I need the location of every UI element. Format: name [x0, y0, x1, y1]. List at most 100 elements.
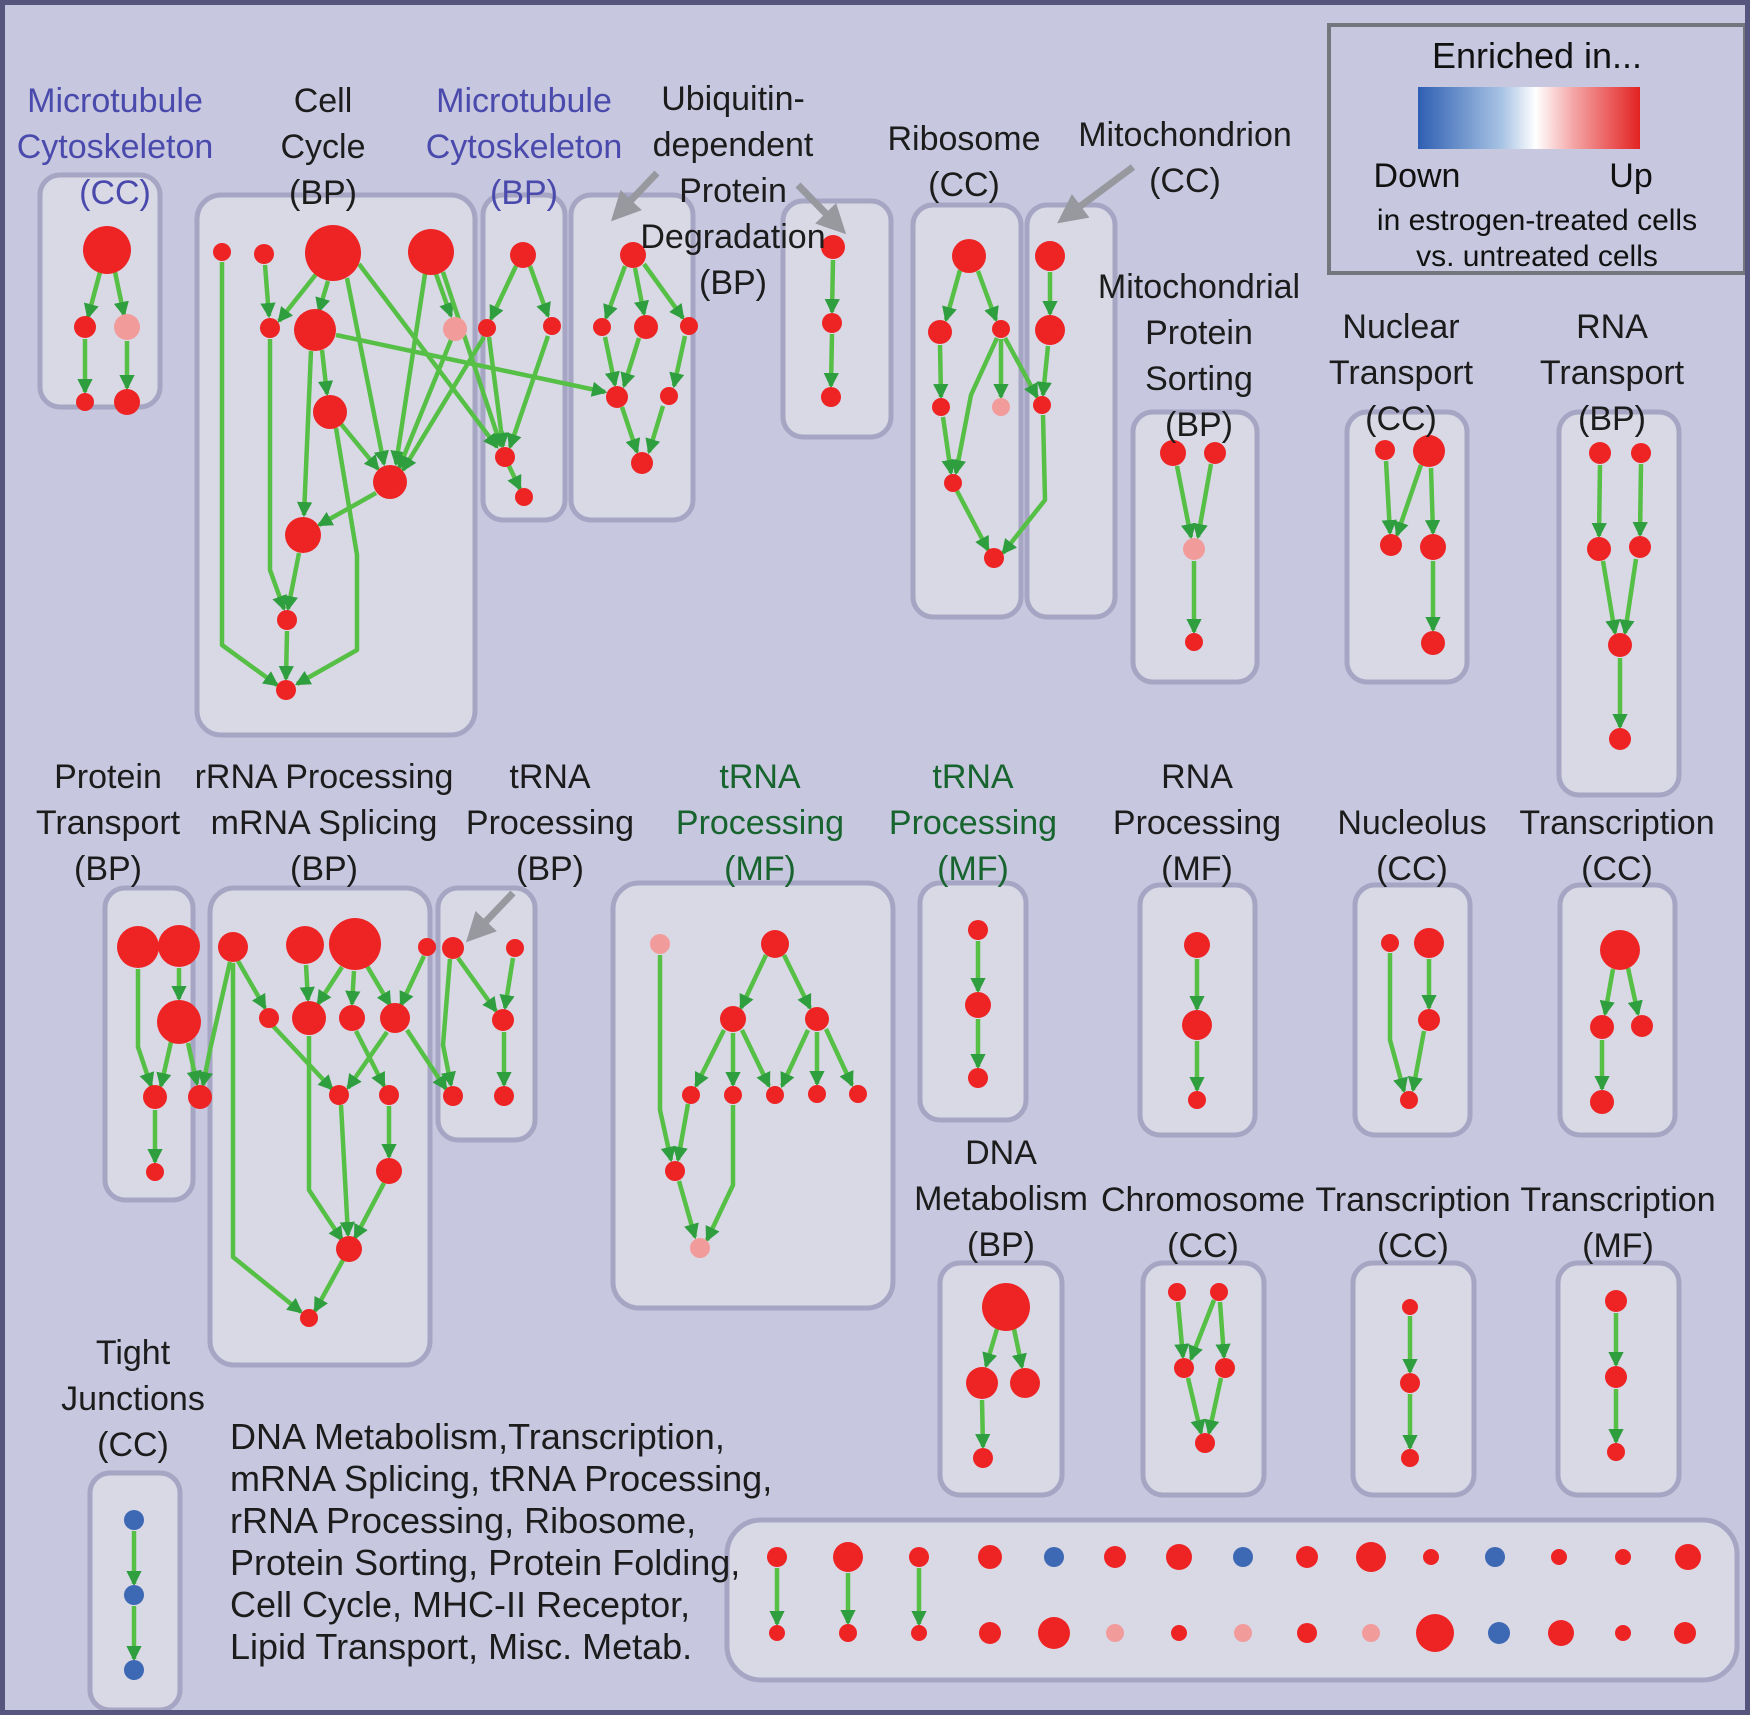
edge-c8-c9	[339, 422, 380, 471]
edge-nt2-nt4	[1424, 467, 1441, 536]
node-p4	[143, 1085, 167, 1109]
node-t4	[443, 1086, 463, 1106]
group-label-transcription-mf: Transcription (MF)	[1520, 1177, 1715, 1269]
node-w14	[1615, 1549, 1631, 1565]
edge-p3-p4	[156, 1041, 174, 1089]
group-label-line: Processing	[888, 804, 1058, 842]
group-label-rna-processing-mf: RNA Processing (MF)	[1113, 754, 1281, 892]
node-v1	[769, 1625, 785, 1641]
node-ch2	[1210, 1283, 1228, 1301]
node-w13	[1551, 1549, 1567, 1565]
edge-g2-g4	[781, 954, 813, 1011]
group-label-line: (MF)	[937, 850, 1009, 888]
edge-c5-c11	[267, 339, 287, 612]
group-label-line: Transcription	[1520, 1181, 1716, 1219]
edge-r3-r7	[345, 970, 361, 1007]
edge-ua1-ua2	[603, 265, 628, 321]
group-label-line: (CC)	[1365, 400, 1437, 438]
group-label-line: (MF)	[1582, 1227, 1654, 1265]
node-c5	[260, 318, 280, 338]
node-mt2	[1035, 315, 1065, 345]
edge-rb2-rb4	[933, 344, 949, 400]
group-label-line: Microtubule	[436, 82, 612, 120]
legend-up-label: Up	[1609, 157, 1653, 195]
edge-r2-r6	[299, 964, 315, 1003]
edge-t1-t4	[440, 958, 456, 1088]
group-label-line: RNA	[1576, 308, 1648, 346]
group-label-line: Microtubule	[27, 82, 203, 120]
group-label-line: dependent	[652, 126, 814, 164]
edge-p3-p6	[185, 1042, 202, 1087]
node-ua7	[631, 452, 653, 474]
group-label-dna-metabolism-bp: DNA Metabolism (BP)	[914, 1130, 1088, 1268]
legend-gradient-bar	[1418, 87, 1640, 149]
node-v5	[1038, 1617, 1070, 1649]
node-w2	[833, 1542, 863, 1572]
node-r10	[379, 1085, 399, 1105]
node-rt5	[1608, 633, 1632, 657]
node-ua3	[634, 315, 658, 339]
box-microtubule-cytoskeleton-cc	[37, 172, 163, 410]
node-mb2	[478, 319, 496, 337]
node-v14	[1615, 1625, 1631, 1641]
edge-c8-c12	[295, 427, 360, 686]
node-g10	[665, 1161, 685, 1181]
group-label-line: Processing	[465, 804, 635, 842]
group-label-line: (MF)	[724, 850, 796, 888]
group-label-line: (CC)	[1149, 162, 1221, 200]
node-g8	[808, 1085, 826, 1103]
node-rb4	[932, 398, 950, 416]
node-x1	[1600, 930, 1640, 970]
node-q1	[1184, 932, 1210, 958]
edge-ch4-ch5	[1204, 1377, 1224, 1436]
group-label-microtubule-cytoskeleton-bp: Microtubule Cytoskeleton (BP)	[426, 78, 623, 216]
edge-g4-g7	[779, 1029, 811, 1089]
box-transcription-cc-mid	[1557, 882, 1678, 1138]
edge-ms2-ms3	[1192, 463, 1214, 540]
box-protein-transport-bp	[102, 885, 196, 1203]
node-ub3	[821, 387, 841, 407]
node-ua1	[620, 242, 646, 268]
node-mb5	[515, 488, 533, 506]
node-w3	[909, 1547, 929, 1567]
edge-n3-n4	[1407, 1030, 1427, 1093]
edge-g3-g5	[693, 1028, 727, 1089]
node-p5	[146, 1163, 164, 1181]
node-c8	[313, 395, 347, 429]
node-tj2	[124, 1585, 144, 1605]
group-label-line: (BP)	[699, 264, 767, 302]
edge-ub1-ub2	[824, 259, 840, 315]
node-d1	[982, 1283, 1030, 1331]
edge-g3-g7	[739, 1029, 772, 1089]
node-tc2	[1400, 1373, 1420, 1393]
node-v4	[979, 1622, 1001, 1644]
group-label-line: Mitochondrion	[1078, 116, 1292, 154]
node-w4	[978, 1545, 1002, 1569]
edge-c11-c12	[278, 630, 294, 682]
node-q3	[1188, 1091, 1206, 1109]
edge-mb2-c9	[401, 335, 486, 472]
group-label-line: Ubiquitin-	[661, 80, 805, 118]
group-label-trna-processing-bp: tRNA Processing (BP)	[466, 754, 634, 892]
group-label-line: Chromosome	[1100, 1181, 1306, 1219]
node-tj3	[124, 1660, 144, 1680]
group-label-line: (BP)	[1577, 400, 1646, 438]
node-mt3	[1033, 396, 1051, 414]
edge-g2-g3	[738, 954, 769, 1011]
group-label-trna-processing-mf-large: tRNA Processing (MF)	[676, 754, 844, 892]
legend-box: Enriched in... Down Up in estrogen-treat…	[1327, 23, 1745, 275]
node-m4	[76, 393, 94, 411]
edge-rt2-rt4	[1632, 463, 1648, 538]
group-label-line: Tight	[95, 1334, 171, 1372]
edge-m1-m2	[83, 271, 103, 320]
node-nt2	[1413, 435, 1445, 467]
node-r6	[292, 1001, 326, 1035]
group-label-line: (BP)	[489, 174, 558, 212]
node-t3	[492, 1009, 514, 1031]
node-r8	[380, 1003, 410, 1033]
group-label-line: (BP)	[967, 1226, 1035, 1264]
node-rt4	[1629, 536, 1651, 558]
legend-title: Enriched in...	[1431, 35, 1643, 76]
node-c4	[408, 229, 454, 275]
group-label-line: Nuclear	[1342, 308, 1460, 346]
